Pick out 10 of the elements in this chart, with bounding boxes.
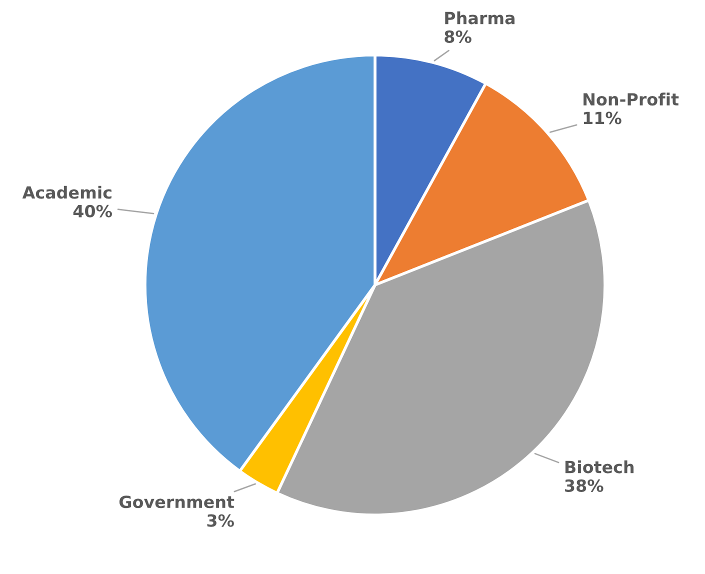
slice-label: Non-Profit (584, 92, 679, 106)
slice-label: Academic (22, 186, 112, 199)
slice-label: Biotech (565, 460, 634, 474)
slice-label: Government (119, 496, 234, 508)
data-label: 11% (584, 112, 622, 124)
slice-label: Pharma (445, 11, 514, 24)
data-label: 40% (73, 204, 112, 218)
data-label: 38% (565, 479, 604, 492)
data-label: 3% (207, 514, 234, 527)
data-label: 8% (444, 30, 472, 43)
